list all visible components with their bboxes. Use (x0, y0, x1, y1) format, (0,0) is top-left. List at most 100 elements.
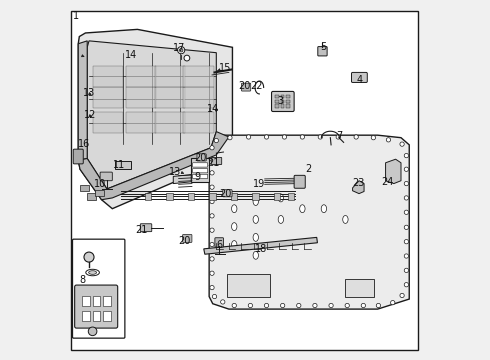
Text: 2: 2 (306, 163, 312, 174)
FancyBboxPatch shape (197, 154, 206, 161)
Bar (93, 112, 123, 134)
Bar (286, 100, 290, 103)
Bar (87, 193, 96, 200)
Bar (103, 296, 111, 306)
Circle shape (361, 303, 366, 308)
Circle shape (391, 301, 395, 305)
Text: 11: 11 (113, 160, 125, 170)
Text: 9: 9 (195, 172, 201, 182)
Circle shape (404, 210, 409, 215)
Circle shape (184, 55, 190, 61)
Bar (93, 296, 100, 306)
Circle shape (336, 135, 341, 139)
Text: 1: 1 (73, 11, 79, 21)
Bar (209, 193, 216, 200)
Text: 17: 17 (172, 43, 185, 53)
Ellipse shape (278, 216, 284, 224)
Polygon shape (78, 30, 232, 209)
Bar (155, 87, 185, 108)
Circle shape (210, 185, 214, 189)
FancyBboxPatch shape (74, 285, 118, 328)
Bar (286, 104, 290, 108)
Circle shape (210, 285, 214, 290)
Circle shape (210, 145, 214, 150)
Circle shape (404, 254, 409, 258)
Circle shape (354, 135, 358, 139)
FancyBboxPatch shape (73, 149, 83, 164)
Bar (231, 193, 237, 200)
Text: 24: 24 (382, 177, 394, 187)
Circle shape (210, 214, 214, 218)
Bar (183, 87, 214, 108)
Text: 20: 20 (194, 153, 206, 163)
Ellipse shape (232, 205, 237, 213)
Ellipse shape (253, 233, 258, 241)
Circle shape (210, 199, 214, 204)
Bar (103, 311, 111, 320)
Circle shape (179, 48, 183, 52)
Ellipse shape (89, 271, 97, 274)
Bar (281, 95, 285, 98)
Polygon shape (78, 132, 229, 200)
Circle shape (404, 181, 409, 186)
FancyBboxPatch shape (351, 72, 368, 82)
Text: 19: 19 (253, 179, 266, 189)
Bar (82, 296, 90, 306)
Circle shape (404, 225, 409, 229)
Circle shape (88, 327, 97, 336)
Ellipse shape (278, 194, 284, 202)
Polygon shape (386, 159, 401, 184)
Circle shape (345, 303, 349, 308)
Text: 3: 3 (277, 96, 283, 106)
Circle shape (313, 303, 317, 308)
Bar (188, 193, 194, 200)
Circle shape (329, 303, 333, 308)
FancyBboxPatch shape (211, 157, 221, 165)
Text: 7: 7 (336, 131, 342, 141)
Circle shape (404, 167, 409, 171)
Circle shape (220, 300, 225, 304)
Bar (183, 112, 214, 134)
Circle shape (177, 46, 185, 54)
Bar (82, 311, 90, 320)
Polygon shape (87, 41, 216, 189)
Bar (145, 193, 151, 200)
FancyBboxPatch shape (73, 239, 125, 338)
Bar (183, 66, 214, 87)
Bar (155, 112, 185, 134)
FancyBboxPatch shape (294, 175, 305, 188)
Bar (286, 95, 290, 98)
Circle shape (404, 153, 409, 158)
Circle shape (212, 294, 217, 299)
Bar (252, 193, 259, 200)
FancyBboxPatch shape (193, 174, 208, 179)
Bar (191, 158, 209, 182)
FancyBboxPatch shape (242, 83, 251, 91)
FancyBboxPatch shape (318, 46, 327, 56)
Bar (126, 87, 156, 108)
Text: 20: 20 (178, 236, 191, 246)
Circle shape (214, 138, 219, 143)
Circle shape (404, 239, 409, 244)
Bar (95, 190, 104, 196)
Circle shape (232, 303, 236, 308)
Circle shape (265, 303, 269, 308)
Circle shape (280, 303, 285, 308)
Bar (281, 100, 285, 103)
Bar (166, 193, 172, 200)
Bar (345, 279, 374, 297)
Text: 6: 6 (217, 239, 223, 249)
Text: 14: 14 (125, 50, 137, 60)
Text: 20: 20 (238, 81, 250, 91)
Ellipse shape (321, 205, 326, 213)
Circle shape (404, 283, 409, 287)
Circle shape (404, 268, 409, 273)
Circle shape (210, 257, 214, 261)
Ellipse shape (343, 216, 348, 224)
Text: 23: 23 (352, 178, 364, 188)
Bar (275, 100, 279, 103)
Text: 22: 22 (250, 81, 263, 91)
Bar (93, 66, 123, 87)
Circle shape (296, 303, 301, 308)
Text: 14: 14 (207, 104, 219, 114)
